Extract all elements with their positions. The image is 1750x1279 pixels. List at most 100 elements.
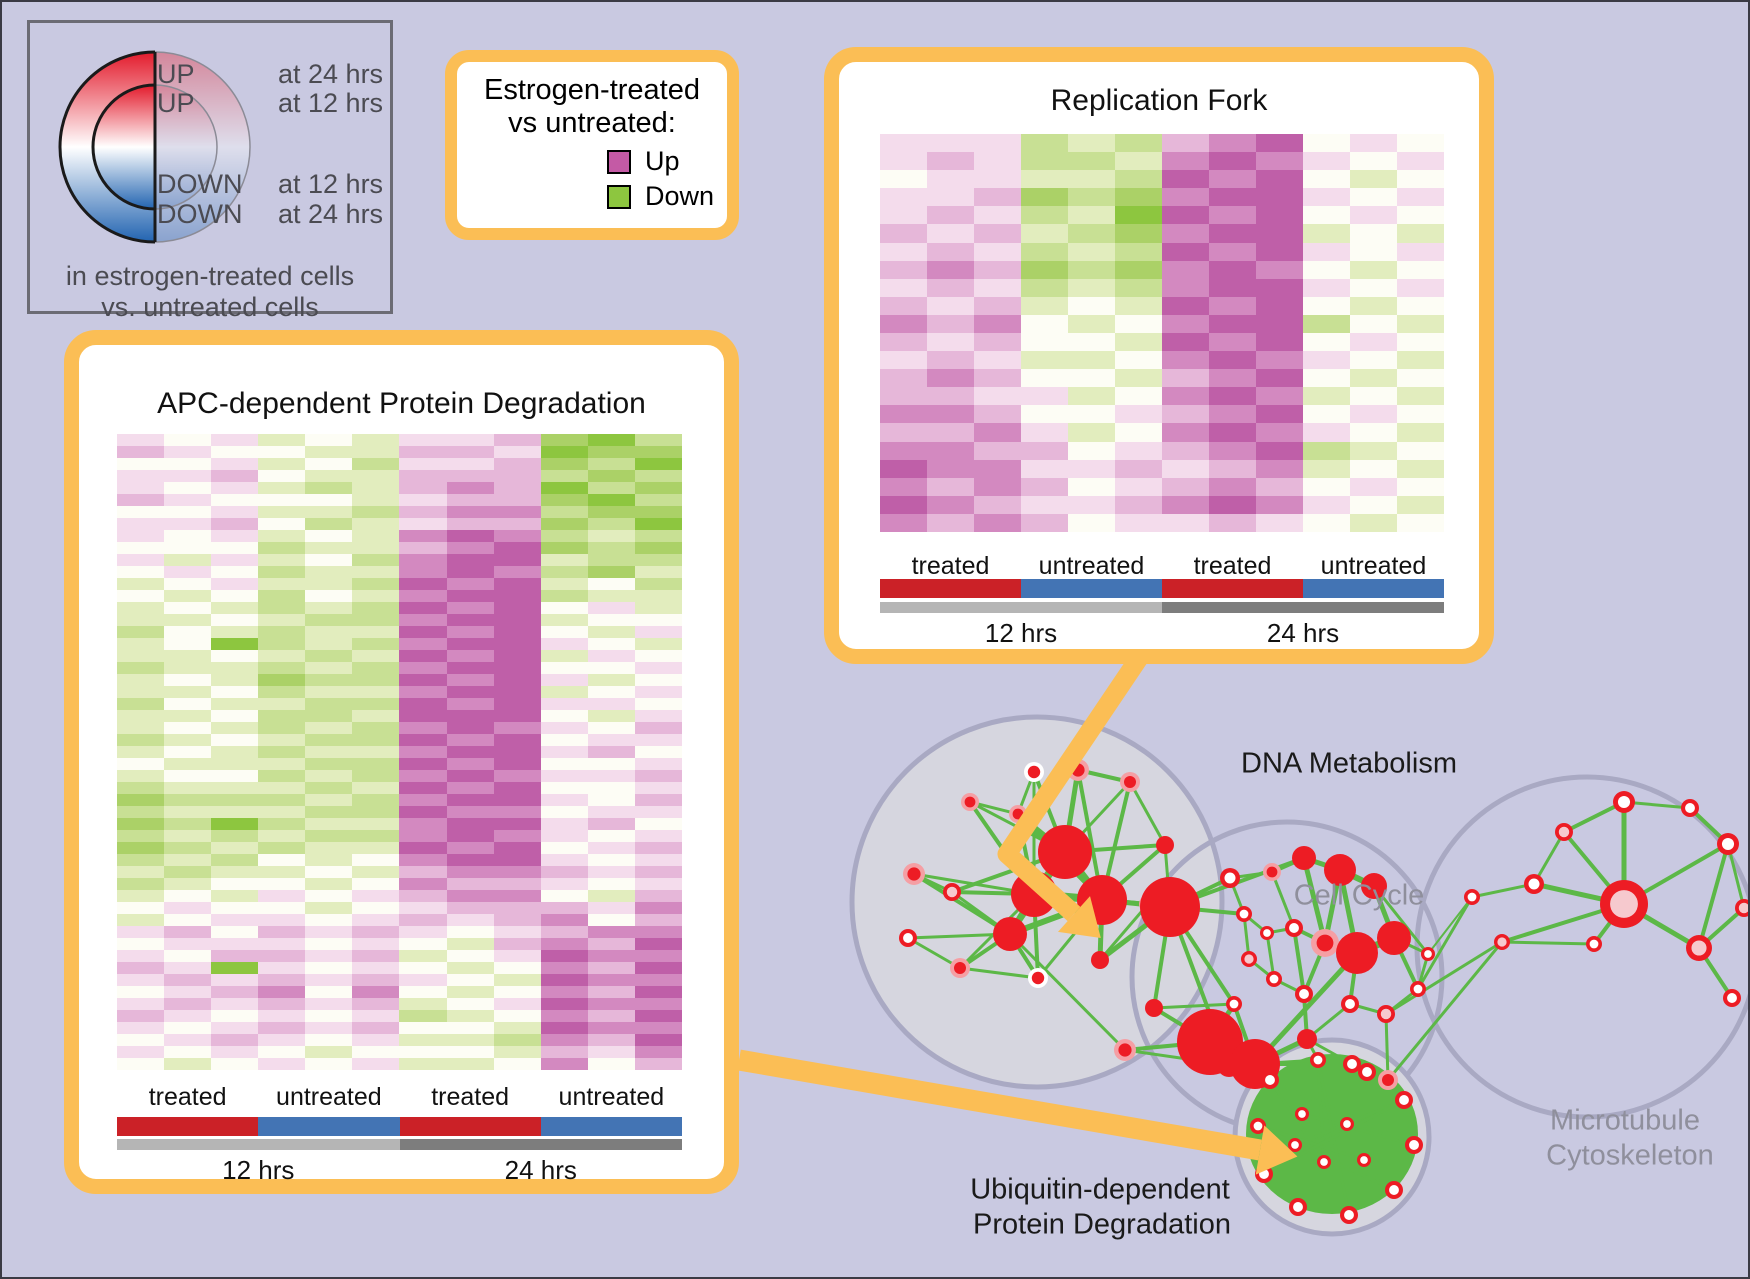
network-node <box>1156 836 1174 854</box>
network-node-core <box>1320 1158 1328 1166</box>
group-label: untreated <box>558 1083 665 1111</box>
network-edge <box>1257 1124 1365 1162</box>
network-edge <box>1292 927 1306 995</box>
ring-label-row: UP at 12 hrs <box>30 88 390 118</box>
network-node-core <box>1269 974 1279 984</box>
network-node <box>1145 999 1163 1017</box>
network-node-core <box>1253 1121 1263 1131</box>
down-color-swatch <box>607 184 631 209</box>
network-edge <box>907 936 961 970</box>
ring-label-row: UP at 24 hrs <box>30 59 390 89</box>
network-edge <box>1563 800 1625 834</box>
group-label: treated <box>911 552 990 580</box>
network-edge <box>1384 1013 1390 1081</box>
group-label: treated <box>1193 552 1272 580</box>
network-node <box>1038 825 1092 879</box>
network-node-core <box>1313 1055 1323 1065</box>
network-node-core <box>1298 1110 1306 1118</box>
network-edge <box>1623 800 1691 810</box>
ring-label-row: DOWN at 24 hrs <box>30 199 390 229</box>
network-node-core <box>1497 937 1507 947</box>
network-node-core <box>1467 892 1477 902</box>
network-edge <box>1385 940 1503 1016</box>
network-node-core <box>1589 939 1599 949</box>
treated-bar-segment <box>1162 579 1303 598</box>
network-node-core <box>903 933 913 943</box>
inner-left-arc <box>91 83 156 211</box>
panel-replication-fork: Replication Fork treated untreated treat… <box>824 47 1494 664</box>
network-node-core <box>1299 989 1309 999</box>
network-node-core <box>1399 1095 1409 1105</box>
panel-title: Replication Fork <box>1050 84 1268 117</box>
network-node-core <box>1685 803 1695 813</box>
network-node-core <box>1293 1202 1303 1212</box>
ring-legend-box: UP at 24 hrs UP at 12 hrs DOWN at 12 hrs… <box>27 20 393 322</box>
network-node-core <box>1239 909 1249 919</box>
right-half-wash <box>155 52 250 242</box>
network-edge <box>1416 896 1474 990</box>
direction-label: UP <box>157 59 195 89</box>
time-label: at 12 hrs <box>278 169 384 199</box>
network-node <box>1377 921 1411 955</box>
network-edge <box>1098 903 1150 961</box>
network-node-core <box>1265 1075 1275 1085</box>
group-label: untreated <box>276 1083 382 1111</box>
network-node-core <box>1266 866 1278 878</box>
up-color-swatch <box>607 149 631 174</box>
time-label: 24 hrs <box>504 1155 577 1185</box>
network-edge <box>1316 1059 1326 1163</box>
network-node-core <box>1289 923 1299 933</box>
network-node-core <box>1360 1156 1368 1164</box>
treated-bar-segment <box>880 579 1021 598</box>
network-edge <box>1296 1071 1369 1208</box>
network-edge <box>1697 843 1730 949</box>
network-node-core <box>1362 1067 1372 1077</box>
network-edge <box>959 966 1039 980</box>
network-node-core <box>1409 1140 1419 1150</box>
time-label: 12 hrs <box>984 618 1058 648</box>
callout-arrow-shaft-1 <box>737 1049 1262 1161</box>
key-item-up: Up <box>607 146 727 176</box>
color-key-box: Estrogen-treated vs untreated: Up Down <box>445 50 739 240</box>
callout-arrow-head-1 <box>1255 1125 1298 1175</box>
callout-arrow-head-0 <box>1057 896 1101 939</box>
network-node-core <box>1610 890 1638 918</box>
direction-label: UP <box>157 88 195 118</box>
bar-24hrs <box>1162 602 1444 613</box>
network-node-core <box>1617 795 1631 809</box>
network-node-core <box>1031 971 1045 985</box>
time-color-bar <box>117 1139 682 1150</box>
network-node-core <box>1316 934 1334 952</box>
network-node-core <box>1118 1043 1132 1057</box>
caption-line: in estrogen-treated cells <box>65 261 355 291</box>
time-label: at 24 hrs <box>278 59 384 89</box>
network-node-core <box>1528 878 1540 890</box>
key-title: Estrogen-treated vs untreated: <box>457 74 727 140</box>
network-node-core <box>1413 984 1423 994</box>
time-labels: 12 hrs 24 hrs <box>880 618 1444 649</box>
treated-bar-segment <box>117 1117 259 1136</box>
outer-right-arc <box>154 51 251 243</box>
network-node-core <box>1738 902 1748 914</box>
ring-diagram <box>58 50 251 244</box>
inner-right-arc <box>154 84 218 210</box>
network-edge <box>1128 781 1167 846</box>
key-label: Down <box>645 181 715 211</box>
key-title-line: Estrogen-treated <box>483 74 700 106</box>
condition-labels: treated untreated treated untreated <box>117 1083 682 1112</box>
network-node-core <box>1027 765 1041 779</box>
group-label: treated <box>431 1083 510 1111</box>
network-node-core <box>1263 929 1271 937</box>
network-node <box>1336 932 1378 974</box>
ring-label-row: DOWN at 12 hrs <box>30 169 390 199</box>
network-node-core <box>1345 999 1355 1009</box>
group-label: treated <box>148 1083 227 1111</box>
network-node-core <box>1124 776 1136 788</box>
network-edge <box>1386 941 1504 1081</box>
network-node-core <box>1721 837 1735 851</box>
network-node-core <box>1344 1210 1354 1220</box>
cluster-circle-2 <box>1414 774 1748 1120</box>
time-label: at 12 hrs <box>278 88 384 118</box>
condition-labels: treated untreated treated untreated <box>880 552 1444 581</box>
